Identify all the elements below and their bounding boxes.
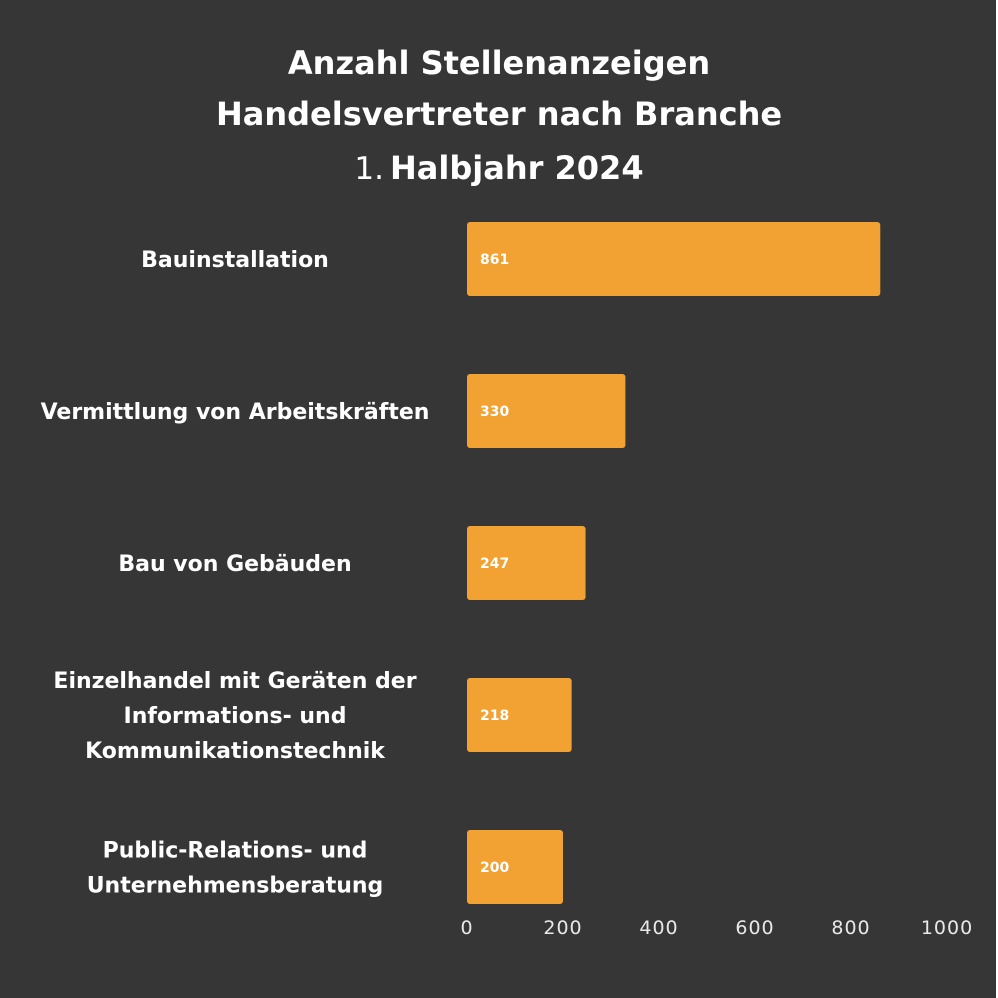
category-label: Bau von Gebäuden [118, 552, 351, 577]
chart-title-line-2: Handelsvertreter nach Branche [215, 95, 783, 133]
bar [467, 830, 563, 904]
bar [467, 222, 881, 296]
x-tick-label: 200 [543, 917, 582, 939]
category-label: Einzelhandel mit Geräten der [53, 669, 416, 694]
x-tick-label: 400 [639, 917, 678, 939]
data-label: 861 [480, 252, 509, 268]
data-label: 200 [480, 860, 509, 876]
bar [467, 374, 626, 448]
chart-title-line-3: 1. Halbjahr 2024 [0, 149, 998, 187]
bar [467, 526, 586, 600]
category-label: Informations- und [124, 704, 347, 729]
data-label: 330 [480, 404, 509, 420]
chart-title-line-1: Anzahl Stellenanzeigen [287, 44, 711, 82]
category-label: Public-Relations- und [103, 839, 368, 864]
category-label: Bauinstallation [141, 248, 329, 273]
x-tick-label: 1000 [921, 917, 973, 939]
chart-title-period-text: Halbjahr 2024 [390, 149, 644, 187]
data-label: 247 [480, 556, 509, 572]
category-label: Vermittlung von Arbeitskräften [41, 400, 430, 425]
bar [467, 678, 572, 752]
chart-title-period-number: 1. [354, 151, 384, 187]
x-tick-label: 600 [735, 917, 774, 939]
category-label: Kommunikationstechnik [85, 739, 386, 764]
category-label: Unternehmensberatung [87, 874, 384, 899]
data-label: 218 [480, 708, 509, 724]
x-tick-label: 800 [831, 917, 870, 939]
x-tick-label: 0 [460, 917, 473, 939]
